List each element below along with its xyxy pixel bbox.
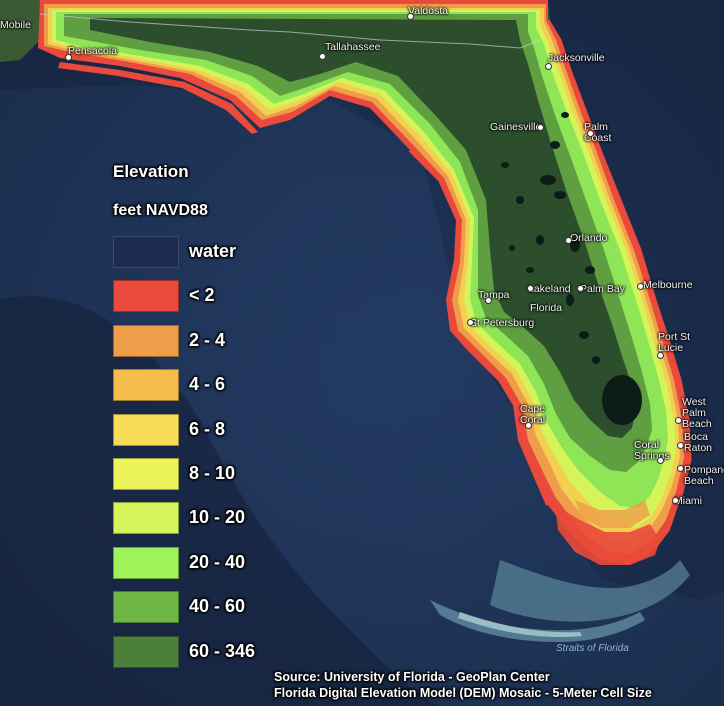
city-label: Miami [674, 495, 702, 507]
legend-label: 20 - 40 [189, 552, 246, 572]
legend-item: 8 - 10 [113, 458, 333, 490]
lake-okeechobee [602, 375, 642, 425]
legend-label: 2 - 4 [189, 330, 226, 350]
panhandle-lowland [58, 62, 258, 134]
city-marker-icon[interactable] [677, 442, 684, 449]
straits-label: Straits of Florida [556, 643, 629, 654]
atlantic-coast-fringe [546, 19, 692, 501]
legend-item: 2 - 4 [113, 325, 333, 357]
city-label: Mobile [0, 19, 31, 31]
city-marker-icon[interactable] [657, 352, 664, 359]
legend-swatch [113, 236, 179, 268]
legend-label: water [189, 241, 237, 261]
city-marker-icon[interactable] [407, 13, 414, 20]
legend-swatch [113, 325, 179, 357]
legend-label: 10 - 20 [189, 507, 246, 527]
legend-label: < 2 [189, 285, 215, 305]
city-label: Jacksonville [548, 52, 605, 64]
legend-label: 4 - 6 [189, 374, 226, 394]
city-label: Palm Coast [584, 121, 612, 144]
city-label: West Palm Beach [682, 396, 712, 430]
florida-bay-shallows [490, 560, 690, 622]
city-marker-icon[interactable] [565, 237, 572, 244]
city-label: Gainesville [490, 121, 542, 133]
legend-swatch [113, 458, 179, 490]
city-marker-icon[interactable] [65, 54, 72, 61]
legend-swatch [113, 591, 179, 623]
city-label: St Petersburg [470, 317, 535, 329]
florida-keys-shoal [430, 600, 645, 642]
city-label: Tampa [478, 289, 510, 301]
city-marker-icon[interactable] [545, 63, 552, 70]
legend-label: 60 - 346 [189, 641, 256, 661]
city-marker-icon[interactable] [672, 497, 679, 504]
city-label: Coral Springs [634, 439, 670, 462]
legend-item: 20 - 40 [113, 547, 333, 579]
legend-swatch [113, 502, 179, 534]
legend-item: 4 - 6 [113, 369, 333, 401]
city-marker-icon[interactable] [677, 465, 684, 472]
florida-keys [458, 612, 582, 638]
legend-item: 40 - 60 [113, 591, 333, 623]
legend-swatch [113, 369, 179, 401]
city-marker-icon[interactable] [485, 297, 492, 304]
city-label: Lakeland [528, 283, 571, 295]
city-label: Cape Coral [520, 403, 546, 426]
legend-swatch [113, 414, 179, 446]
city-marker-icon[interactable] [587, 130, 594, 137]
everglades-orange [575, 500, 650, 528]
legend-item: < 2 [113, 280, 333, 312]
legend-label: 6 - 8 [189, 419, 226, 439]
city-label: Tallahassee [325, 41, 381, 53]
source-line-1: Source: University of Florida - GeoPlan … [274, 670, 550, 684]
legend-item: 60 - 346 [113, 636, 333, 668]
city-marker-icon[interactable] [467, 319, 474, 326]
legend-swatch [113, 280, 179, 312]
city-label: Orlando [570, 232, 608, 244]
alabama-land [0, 0, 40, 62]
inland-lakes [501, 112, 600, 364]
city-marker-icon[interactable] [577, 285, 584, 292]
city-label: Boca Raton [684, 431, 713, 454]
city-marker-icon[interactable] [319, 53, 326, 60]
city-label: Valdosta [408, 5, 449, 17]
legend-label: 40 - 60 [189, 596, 246, 616]
legend-title: Elevation [113, 162, 189, 181]
everglades-lowland [555, 505, 660, 565]
city-marker-icon[interactable] [657, 457, 664, 464]
city-marker-icon[interactable] [675, 417, 682, 424]
city-label: Melbourne [643, 279, 693, 291]
land-band-60-346 [90, 18, 636, 438]
city-label: Pensacola [68, 45, 118, 57]
legend-label: 8 - 10 [189, 463, 236, 483]
source-line-2: Florida Digital Elevation Model (DEM) Mo… [274, 686, 652, 700]
legend-item: water [113, 236, 333, 268]
deep-gulf [0, 296, 440, 706]
city-label: Palm Bay [580, 283, 625, 295]
legend-item: 6 - 8 [113, 414, 333, 446]
city-label: Port St Lucie [658, 331, 691, 354]
city-label: Florida [530, 302, 563, 314]
legend-subtitle: feet NAVD88 [113, 202, 208, 219]
legend-swatch [113, 636, 179, 668]
state-border [39, 13, 541, 49]
legend-swatch [113, 547, 179, 579]
city-marker-icon[interactable] [527, 285, 534, 292]
city-marker-icon[interactable] [637, 283, 644, 290]
city-label: Pompano Beach [684, 464, 724, 487]
legend-item: 10 - 20 [113, 502, 333, 534]
city-marker-icon[interactable] [537, 124, 544, 131]
gulf-coast-fringe [408, 148, 550, 506]
city-marker-icon[interactable] [525, 422, 532, 429]
